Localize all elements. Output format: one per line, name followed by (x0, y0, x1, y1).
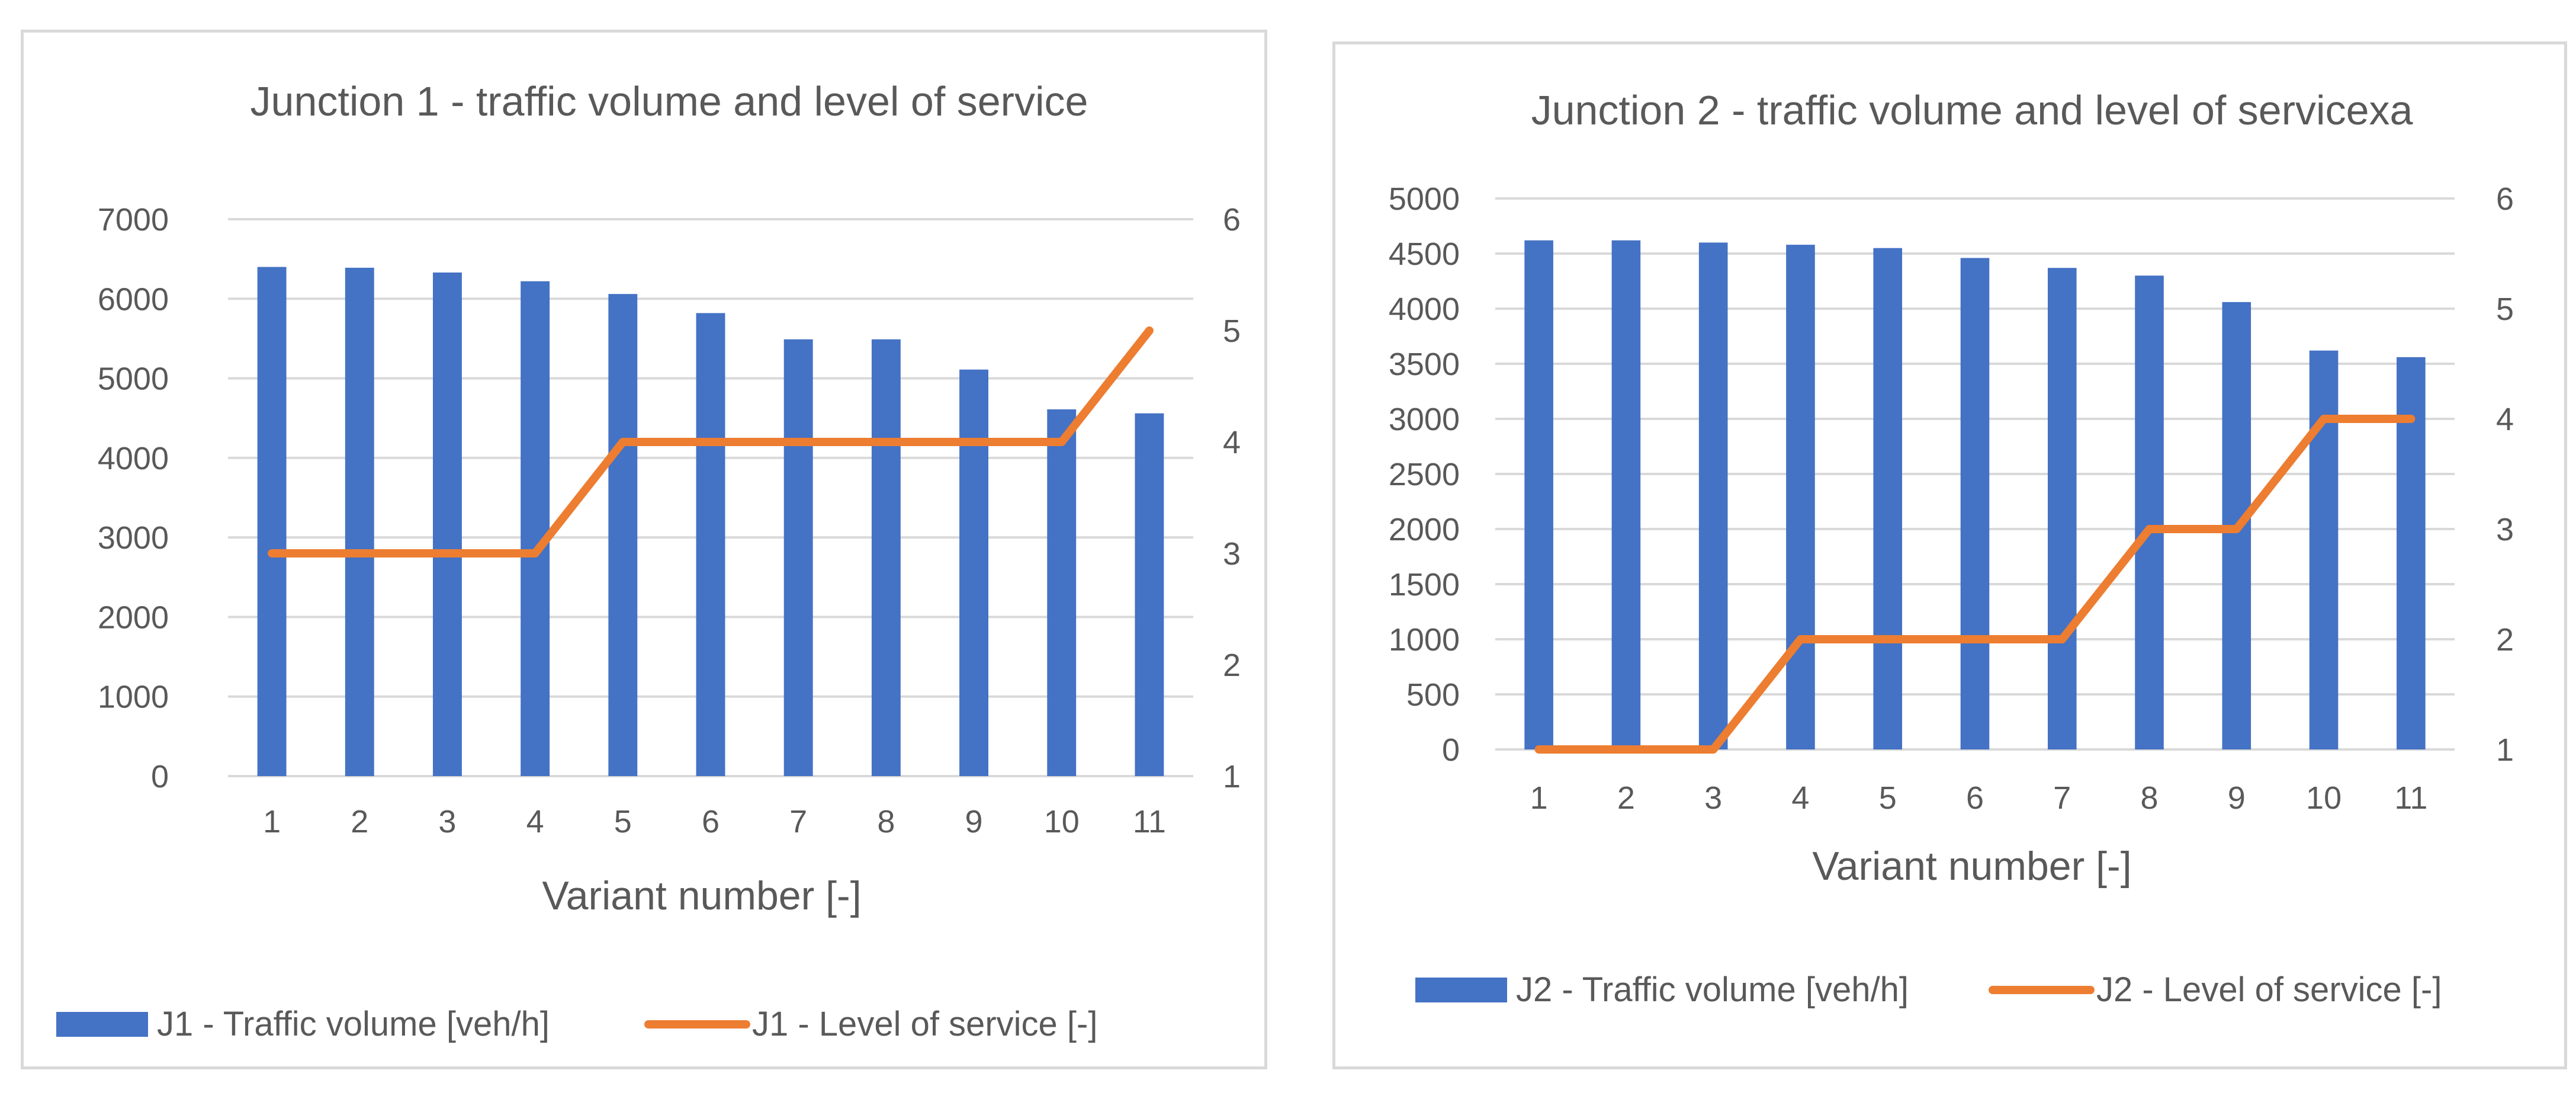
bar-8 (871, 339, 901, 776)
y-right-tick-label: 5 (2496, 291, 2514, 327)
x-tick-label: 5 (614, 804, 632, 840)
y-right-tick-label: 6 (2496, 181, 2514, 217)
x-tick-label: 1 (263, 804, 281, 840)
y-left-tick-label: 3000 (1389, 402, 1460, 437)
y-left-tick-label: 7000 (98, 202, 169, 238)
x-axis-label: Variant number [-] (1812, 844, 2131, 889)
x-tick-label: 2 (1617, 780, 1635, 816)
bar-10 (2309, 350, 2339, 749)
bar-7 (2047, 268, 2077, 749)
y-left-tick-label: 2000 (98, 600, 169, 635)
level-of-service-line (1534, 415, 2416, 754)
y-right-tick-label: 2 (1223, 648, 1241, 683)
x-tick-label: 4 (1791, 780, 1809, 816)
y-left-tick-label: 0 (1442, 732, 1460, 768)
x-tick-label: 5 (1879, 780, 1897, 816)
x-axis-label: Variant number [-] (542, 873, 861, 918)
y-left-tick-label: 4000 (1389, 291, 1460, 327)
legend-swatch-bar (56, 1012, 148, 1037)
bar-10 (1047, 409, 1077, 776)
y-left-tick-label: 0 (151, 759, 169, 794)
x-tick-label: 6 (702, 804, 720, 840)
x-tick-label: 3 (438, 804, 456, 840)
x-tick-label: 11 (1133, 804, 1166, 840)
y-right-tick-label: 6 (1223, 202, 1241, 238)
bar-3 (433, 272, 462, 776)
bar-4 (1786, 245, 1815, 749)
x-tick-label: 9 (2228, 780, 2246, 816)
x-tick-label: 10 (1044, 804, 1080, 840)
y-right-tick-label: 3 (2496, 512, 2514, 547)
chart-panel-junction-1: Junction 1 - traffic volume and level of… (21, 30, 1267, 1069)
x-tick-label: 10 (2306, 780, 2341, 816)
x-tick-label: 7 (2053, 780, 2071, 816)
bar-1 (257, 267, 287, 777)
chart-title: Junction 1 - traffic volume and level of… (250, 78, 1088, 124)
bar-5 (1873, 248, 1903, 749)
y-left-tick-label: 4500 (1389, 236, 1460, 272)
x-tick-label: 7 (789, 804, 807, 840)
y-left-tick-label: 4000 (98, 441, 169, 476)
bar-2 (345, 267, 374, 776)
y-right-tick-label: 3 (1223, 536, 1241, 572)
chart-junction-1: Junction 1 - traffic volume and level of… (56, 78, 1241, 1043)
y-left-tick-label: 3500 (1389, 347, 1460, 382)
y-right-tick-label: 5 (1223, 313, 1241, 349)
y-left-tick-label: 1500 (1389, 567, 1460, 603)
bar-2 (1611, 240, 1641, 749)
chart-panel-junction-2: Junction 2 - traffic volume and level of… (1332, 41, 2567, 1069)
y-left-tick-label: 5000 (98, 361, 169, 397)
y-left-tick-label: 2500 (1389, 457, 1460, 492)
legend-label-level-of-service: J1 - Level of service [-] (752, 1005, 1097, 1043)
chart-title: Junction 2 - traffic volume and level of… (1531, 87, 2413, 133)
bar-8 (2135, 275, 2164, 749)
bar-7 (783, 339, 813, 776)
y-left-tick-label: 2000 (1389, 512, 1460, 547)
x-tick-label: 3 (1704, 780, 1722, 816)
bar-3 (1698, 242, 1728, 749)
x-tick-label: 8 (2141, 780, 2159, 816)
x-tick-label: 8 (877, 804, 895, 840)
bar-4 (521, 281, 550, 776)
y-left-tick-label: 5000 (1389, 181, 1460, 217)
y-right-tick-label: 4 (1223, 425, 1241, 460)
y-left-tick-label: 3000 (98, 520, 169, 556)
x-tick-label: 4 (526, 804, 544, 840)
level-of-service-line (268, 326, 1154, 557)
legend-label-volume: J2 - Traffic volume [veh/h] (1516, 970, 1909, 1009)
x-tick-label: 6 (1966, 780, 1984, 816)
y-left-tick-label: 500 (1406, 677, 1460, 713)
x-tick-label: 1 (1530, 780, 1548, 816)
bar-1 (1524, 240, 1553, 749)
bar-11 (1135, 413, 1164, 776)
y-right-tick-label: 1 (2496, 732, 2514, 768)
x-tick-label: 9 (965, 804, 983, 840)
bar-6 (1960, 258, 1990, 749)
y-right-tick-label: 1 (1223, 759, 1241, 794)
legend-swatch-bar (1415, 978, 1507, 1002)
x-tick-label: 11 (2394, 780, 2427, 816)
legend-label-volume: J1 - Traffic volume [veh/h] (157, 1005, 550, 1043)
bar-9 (959, 369, 988, 776)
y-right-tick-label: 4 (2496, 402, 2514, 437)
y-left-tick-label: 1000 (1389, 622, 1460, 658)
bar-6 (696, 313, 725, 776)
chart-junction-2: Junction 2 - traffic volume and level of… (1389, 87, 2514, 1009)
y-right-tick-label: 2 (2496, 622, 2514, 658)
legend-label-level-of-service: J2 - Level of service [-] (2096, 970, 2442, 1009)
y-left-tick-label: 6000 (98, 281, 169, 317)
x-tick-label: 2 (351, 804, 368, 840)
bar-5 (608, 294, 638, 776)
y-left-tick-label: 1000 (98, 680, 169, 715)
